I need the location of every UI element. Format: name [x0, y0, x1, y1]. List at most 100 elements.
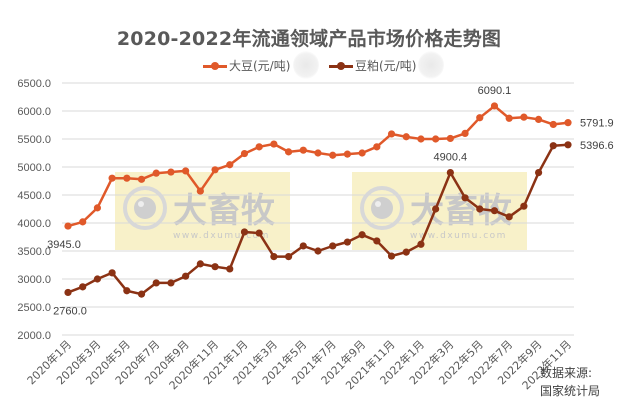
data-point[interactable] [564, 141, 572, 149]
legend-item-soybean-meal[interactable]: 豆粕(元/吨) [329, 57, 416, 74]
data-point[interactable] [108, 174, 116, 182]
legend-label: 豆粕(元/吨) [355, 59, 417, 73]
data-point[interactable] [299, 146, 307, 154]
data-label: 5396.6 [580, 140, 614, 152]
data-point[interactable] [284, 148, 293, 156]
y-tick-label: 4000.0 [17, 218, 51, 230]
data-point[interactable] [534, 115, 543, 123]
data-point[interactable] [358, 149, 366, 157]
data-point[interactable] [211, 263, 219, 271]
data-point[interactable] [226, 161, 234, 169]
data-point[interactable] [329, 242, 337, 250]
data-point[interactable] [329, 151, 337, 159]
data-point[interactable] [137, 290, 146, 298]
y-tick-label: 6500.0 [17, 78, 51, 90]
data-point[interactable] [137, 175, 146, 183]
data-label: 3945.0 [47, 239, 81, 251]
data-point[interactable] [417, 240, 425, 248]
data-point[interactable] [284, 253, 293, 261]
data-point[interactable] [432, 135, 440, 143]
data-label: 4900.4 [434, 152, 468, 164]
data-point[interactable] [534, 169, 543, 177]
data-point[interactable] [93, 275, 102, 283]
data-point[interactable] [270, 253, 278, 261]
data-point[interactable] [387, 130, 396, 138]
data-point[interactable] [549, 120, 557, 129]
data-point[interactable] [108, 269, 116, 277]
data-point[interactable] [152, 169, 160, 177]
data-point[interactable] [196, 187, 204, 195]
data-point[interactable] [461, 194, 469, 202]
data-point[interactable] [476, 205, 484, 213]
data-point[interactable] [505, 114, 513, 122]
svg-text:大畜牧: 大畜牧 [173, 191, 276, 231]
data-point[interactable] [196, 260, 204, 268]
data-point[interactable] [255, 143, 263, 151]
data-point[interactable] [152, 279, 160, 287]
data-point[interactable] [343, 150, 352, 158]
data-point[interactable] [387, 252, 396, 260]
data-point[interactable] [358, 231, 366, 239]
data-label: 5791.9 [580, 118, 614, 130]
data-point[interactable] [314, 247, 322, 255]
chart-legend: 大豆(元/吨) 豆粕(元/吨) [0, 51, 618, 79]
data-label: 6090.1 [478, 85, 512, 97]
data-point[interactable] [240, 149, 249, 158]
data-source-note: 数据来源: 国家统计局 [540, 364, 600, 400]
y-tick-label: 6000.0 [17, 106, 51, 118]
data-point[interactable] [564, 119, 572, 127]
data-point[interactable] [299, 242, 307, 250]
data-point[interactable] [167, 279, 175, 287]
data-point[interactable] [432, 205, 440, 213]
data-point[interactable] [520, 202, 528, 210]
data-point[interactable] [123, 287, 131, 295]
data-point[interactable] [123, 174, 131, 182]
data-point[interactable] [343, 238, 352, 246]
data-point[interactable] [549, 142, 557, 150]
line-marker-icon [329, 60, 353, 72]
line-marker-icon [203, 60, 227, 72]
data-point[interactable] [446, 134, 454, 143]
source-label: 数据来源: [540, 366, 593, 380]
data-point[interactable] [64, 222, 72, 230]
data-point[interactable] [505, 213, 513, 221]
y-tick-label: 5000.0 [17, 162, 51, 174]
data-point[interactable] [490, 102, 499, 110]
data-point[interactable] [79, 218, 87, 226]
data-point[interactable] [93, 204, 102, 212]
y-tick-label: 2500.0 [17, 302, 51, 314]
data-point[interactable] [520, 113, 528, 121]
data-point[interactable] [240, 228, 249, 236]
legend-item-soybean[interactable]: 大豆(元/吨) [203, 57, 290, 74]
data-point[interactable] [314, 149, 322, 157]
data-point[interactable] [211, 166, 219, 174]
data-point[interactable] [182, 167, 190, 175]
data-point[interactable] [255, 229, 263, 237]
data-point[interactable] [64, 288, 72, 297]
svg-text:www.dxumu.com: www.dxumu.com [410, 231, 507, 241]
data-point[interactable] [270, 140, 278, 148]
data-point[interactable] [373, 143, 381, 151]
data-point[interactable] [373, 237, 381, 245]
data-point[interactable] [226, 265, 234, 273]
data-point[interactable] [490, 207, 499, 215]
data-point[interactable] [402, 133, 410, 141]
data-point[interactable] [167, 168, 175, 176]
legend-label: 大豆(元/吨) [229, 59, 291, 73]
data-point[interactable] [476, 114, 484, 122]
data-point[interactable] [446, 168, 454, 177]
data-label: 2760.0 [53, 305, 87, 317]
chart-title: 2020-2022年流通领域产品市场价格走势图 [116, 28, 502, 50]
svg-text:www.dxumu.com: www.dxumu.com [173, 231, 270, 241]
source-value: 国家统计局 [540, 384, 601, 398]
legend-decoration [418, 51, 444, 79]
series-soybean [64, 102, 572, 230]
data-point[interactable] [79, 283, 87, 291]
data-point[interactable] [182, 272, 190, 280]
series-soybean-meal [64, 141, 572, 298]
data-point[interactable] [461, 129, 469, 137]
data-point[interactable] [402, 248, 410, 256]
data-point[interactable] [417, 135, 425, 143]
